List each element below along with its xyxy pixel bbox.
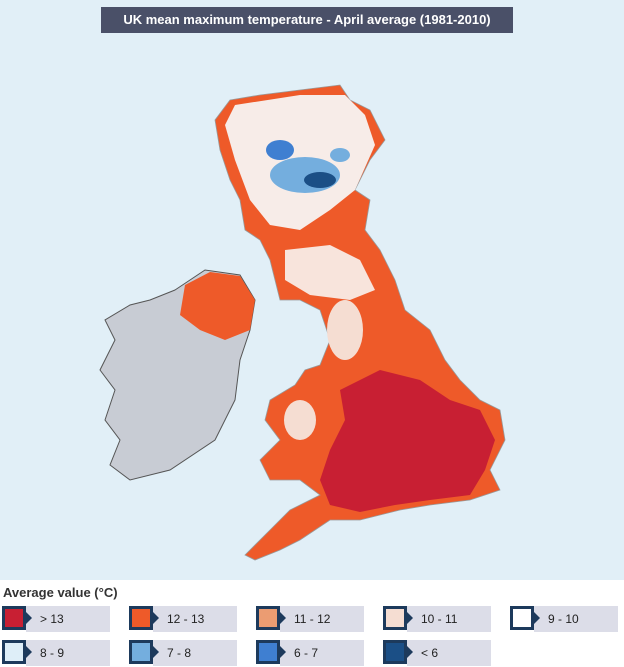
northern-ireland <box>180 272 255 340</box>
legend-title: Average value (°C) <box>3 585 118 600</box>
upland-area <box>327 300 363 360</box>
legend-item: < 6 <box>383 640 493 666</box>
legend-label: < 6 <box>407 640 491 666</box>
cold-area <box>304 172 336 188</box>
legend-item: 9 - 10 <box>510 606 620 632</box>
map-title: UK mean maximum temperature - April aver… <box>101 7 513 33</box>
legend-item: > 13 <box>2 606 112 632</box>
legend-swatch <box>256 606 286 630</box>
legend-item: 7 - 8 <box>129 640 239 666</box>
legend-swatch <box>129 606 159 630</box>
legend-item: 11 - 12 <box>256 606 366 632</box>
legend-swatch <box>129 640 159 664</box>
legend-item: 10 - 11 <box>383 606 493 632</box>
legend-swatch <box>256 640 286 664</box>
legend-label: 10 - 11 <box>407 606 491 632</box>
legend-label: 12 - 13 <box>153 606 237 632</box>
cold-area <box>330 148 350 162</box>
legend-label: 8 - 9 <box>26 640 110 666</box>
map <box>99 84 506 561</box>
legend-swatch <box>383 640 413 664</box>
upland-area <box>284 400 316 440</box>
legend-swatch <box>383 606 413 630</box>
legend-label: 9 - 10 <box>534 606 618 632</box>
legend-label: > 13 <box>26 606 110 632</box>
cold-area <box>266 140 294 160</box>
legend-item: 12 - 13 <box>129 606 239 632</box>
warm-south <box>320 370 495 512</box>
legend-item: 8 - 9 <box>2 640 112 666</box>
legend-item: 6 - 7 <box>256 640 366 666</box>
legend-label: 7 - 8 <box>153 640 237 666</box>
legend-swatch <box>510 606 540 630</box>
legend-label: 11 - 12 <box>280 606 364 632</box>
legend-swatch <box>2 606 32 630</box>
uplands <box>285 245 375 300</box>
legend: Average value (°C) > 13 12 - 13 11 - 12 10 … <box>0 580 624 667</box>
legend-swatch <box>2 640 32 664</box>
legend-label: 6 - 7 <box>280 640 364 666</box>
